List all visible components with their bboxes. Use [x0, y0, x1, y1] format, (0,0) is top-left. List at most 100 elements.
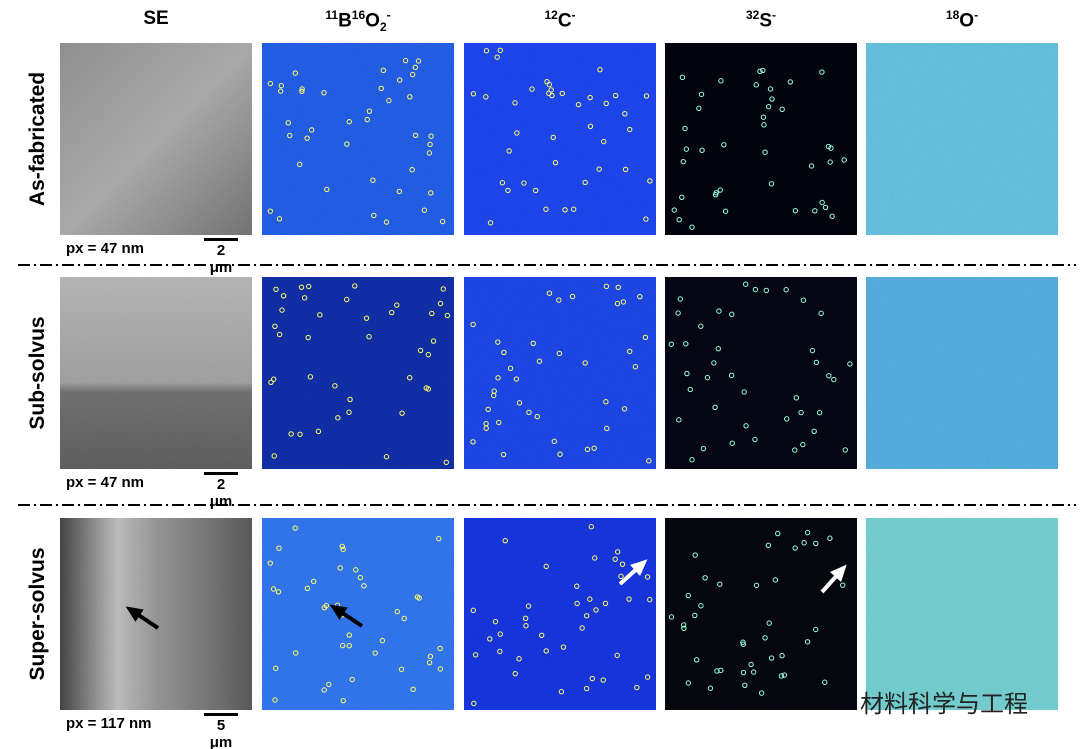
- feature-spot: [276, 545, 282, 551]
- feature-spot: [494, 54, 500, 60]
- texture: [262, 277, 454, 469]
- arrowhead: [830, 564, 847, 582]
- feature-spot: [584, 613, 590, 619]
- feature-spot: [698, 91, 705, 98]
- feature-spot: [386, 97, 392, 104]
- feature-spot: [622, 111, 628, 117]
- feature-spot: [668, 614, 675, 620]
- feature-spot: [642, 334, 649, 341]
- feature-spot: [487, 636, 493, 642]
- feature-spot: [470, 91, 477, 97]
- feature-spot: [783, 416, 790, 422]
- feature-spot: [679, 74, 686, 81]
- feature-spot: [597, 66, 603, 73]
- feature-spot: [268, 379, 274, 386]
- feature-spot: [483, 48, 490, 54]
- feature-spot: [574, 600, 580, 607]
- feature-spot: [497, 648, 503, 655]
- feature-spot: [587, 94, 593, 101]
- feature-spot: [490, 392, 497, 399]
- feature-spot: [809, 347, 816, 354]
- feature-spot: [603, 100, 609, 107]
- feature-spot: [685, 592, 691, 599]
- feature-spot: [680, 622, 687, 628]
- feature-spot: [721, 142, 727, 148]
- header-part: 32: [745, 8, 760, 22]
- feature-spot: [822, 679, 828, 685]
- feature-spot: [765, 542, 772, 549]
- feature-spot: [644, 574, 651, 580]
- header-part: C: [557, 10, 572, 32]
- feature-spot: [516, 656, 522, 662]
- feature-spot: [538, 632, 545, 638]
- row-label: As-fabricated: [26, 71, 49, 207]
- feature-spot: [813, 540, 819, 547]
- feature-spot: [692, 552, 698, 558]
- feature-spot: [683, 341, 689, 347]
- header-part: -: [974, 8, 979, 22]
- feature-spot: [297, 431, 303, 437]
- texture: [665, 277, 857, 469]
- feature-spot: [841, 157, 847, 163]
- feature-spot: [587, 123, 594, 129]
- feature-spot: [495, 339, 501, 345]
- feature-spot: [271, 453, 277, 459]
- feature-spot: [530, 340, 536, 346]
- column-header: 32S-: [665, 8, 857, 32]
- texture: [866, 518, 1058, 710]
- feature-spot: [748, 661, 754, 668]
- feature-spot: [366, 334, 372, 340]
- scale-bar: 2 μm: [204, 472, 238, 510]
- feature-spot: [644, 674, 651, 680]
- feature-spot: [364, 116, 370, 123]
- feature-spot: [339, 543, 345, 550]
- feature-spot: [740, 641, 746, 647]
- feature-spot: [680, 158, 686, 165]
- feature-spot: [315, 428, 322, 435]
- feature-spot: [569, 293, 576, 300]
- feature-spot: [288, 431, 294, 437]
- feature-spot: [394, 608, 400, 615]
- feature-spot: [698, 603, 704, 609]
- feature-spot: [296, 161, 303, 168]
- feature-spot: [439, 218, 446, 225]
- feature-spot: [687, 386, 693, 393]
- feature-spot: [718, 78, 724, 84]
- feature-spot: [767, 86, 774, 92]
- feature-spot: [332, 383, 338, 389]
- feature-spot: [779, 106, 785, 113]
- feature-spot: [426, 150, 433, 156]
- texture: [60, 43, 252, 235]
- feature-spot: [429, 310, 435, 317]
- feature-spot: [410, 686, 416, 692]
- feature-spot: [750, 669, 757, 675]
- feature-spot: [497, 631, 503, 637]
- column-header: 12C-: [464, 8, 656, 32]
- header-part: O: [365, 10, 380, 32]
- feature-spot: [813, 359, 820, 366]
- feature-spot: [399, 410, 405, 416]
- feature-spot: [340, 546, 346, 553]
- pixel-size: px = 117 nm: [66, 715, 152, 732]
- feature-spot: [758, 690, 765, 696]
- feature-spot: [425, 351, 432, 358]
- feature-spot: [492, 618, 499, 625]
- feature-spot: [574, 583, 580, 589]
- feature-spot: [379, 637, 386, 644]
- feature-spot: [271, 376, 277, 382]
- feature-spot: [768, 181, 775, 187]
- feature-spot: [349, 676, 355, 683]
- texture: [866, 277, 1058, 469]
- feature-spot: [507, 365, 514, 372]
- feature-spot: [272, 697, 278, 703]
- feature-spot: [778, 673, 785, 679]
- feature-spot: [677, 296, 684, 302]
- texture: [866, 43, 1058, 235]
- feature-spot: [600, 677, 606, 683]
- feature-spot: [402, 57, 409, 64]
- feature-spot: [353, 567, 359, 573]
- feature-spot: [704, 374, 711, 381]
- feature-spot: [621, 406, 628, 412]
- scale-bar: 5 μm: [204, 713, 238, 749]
- feature-spot: [698, 323, 704, 329]
